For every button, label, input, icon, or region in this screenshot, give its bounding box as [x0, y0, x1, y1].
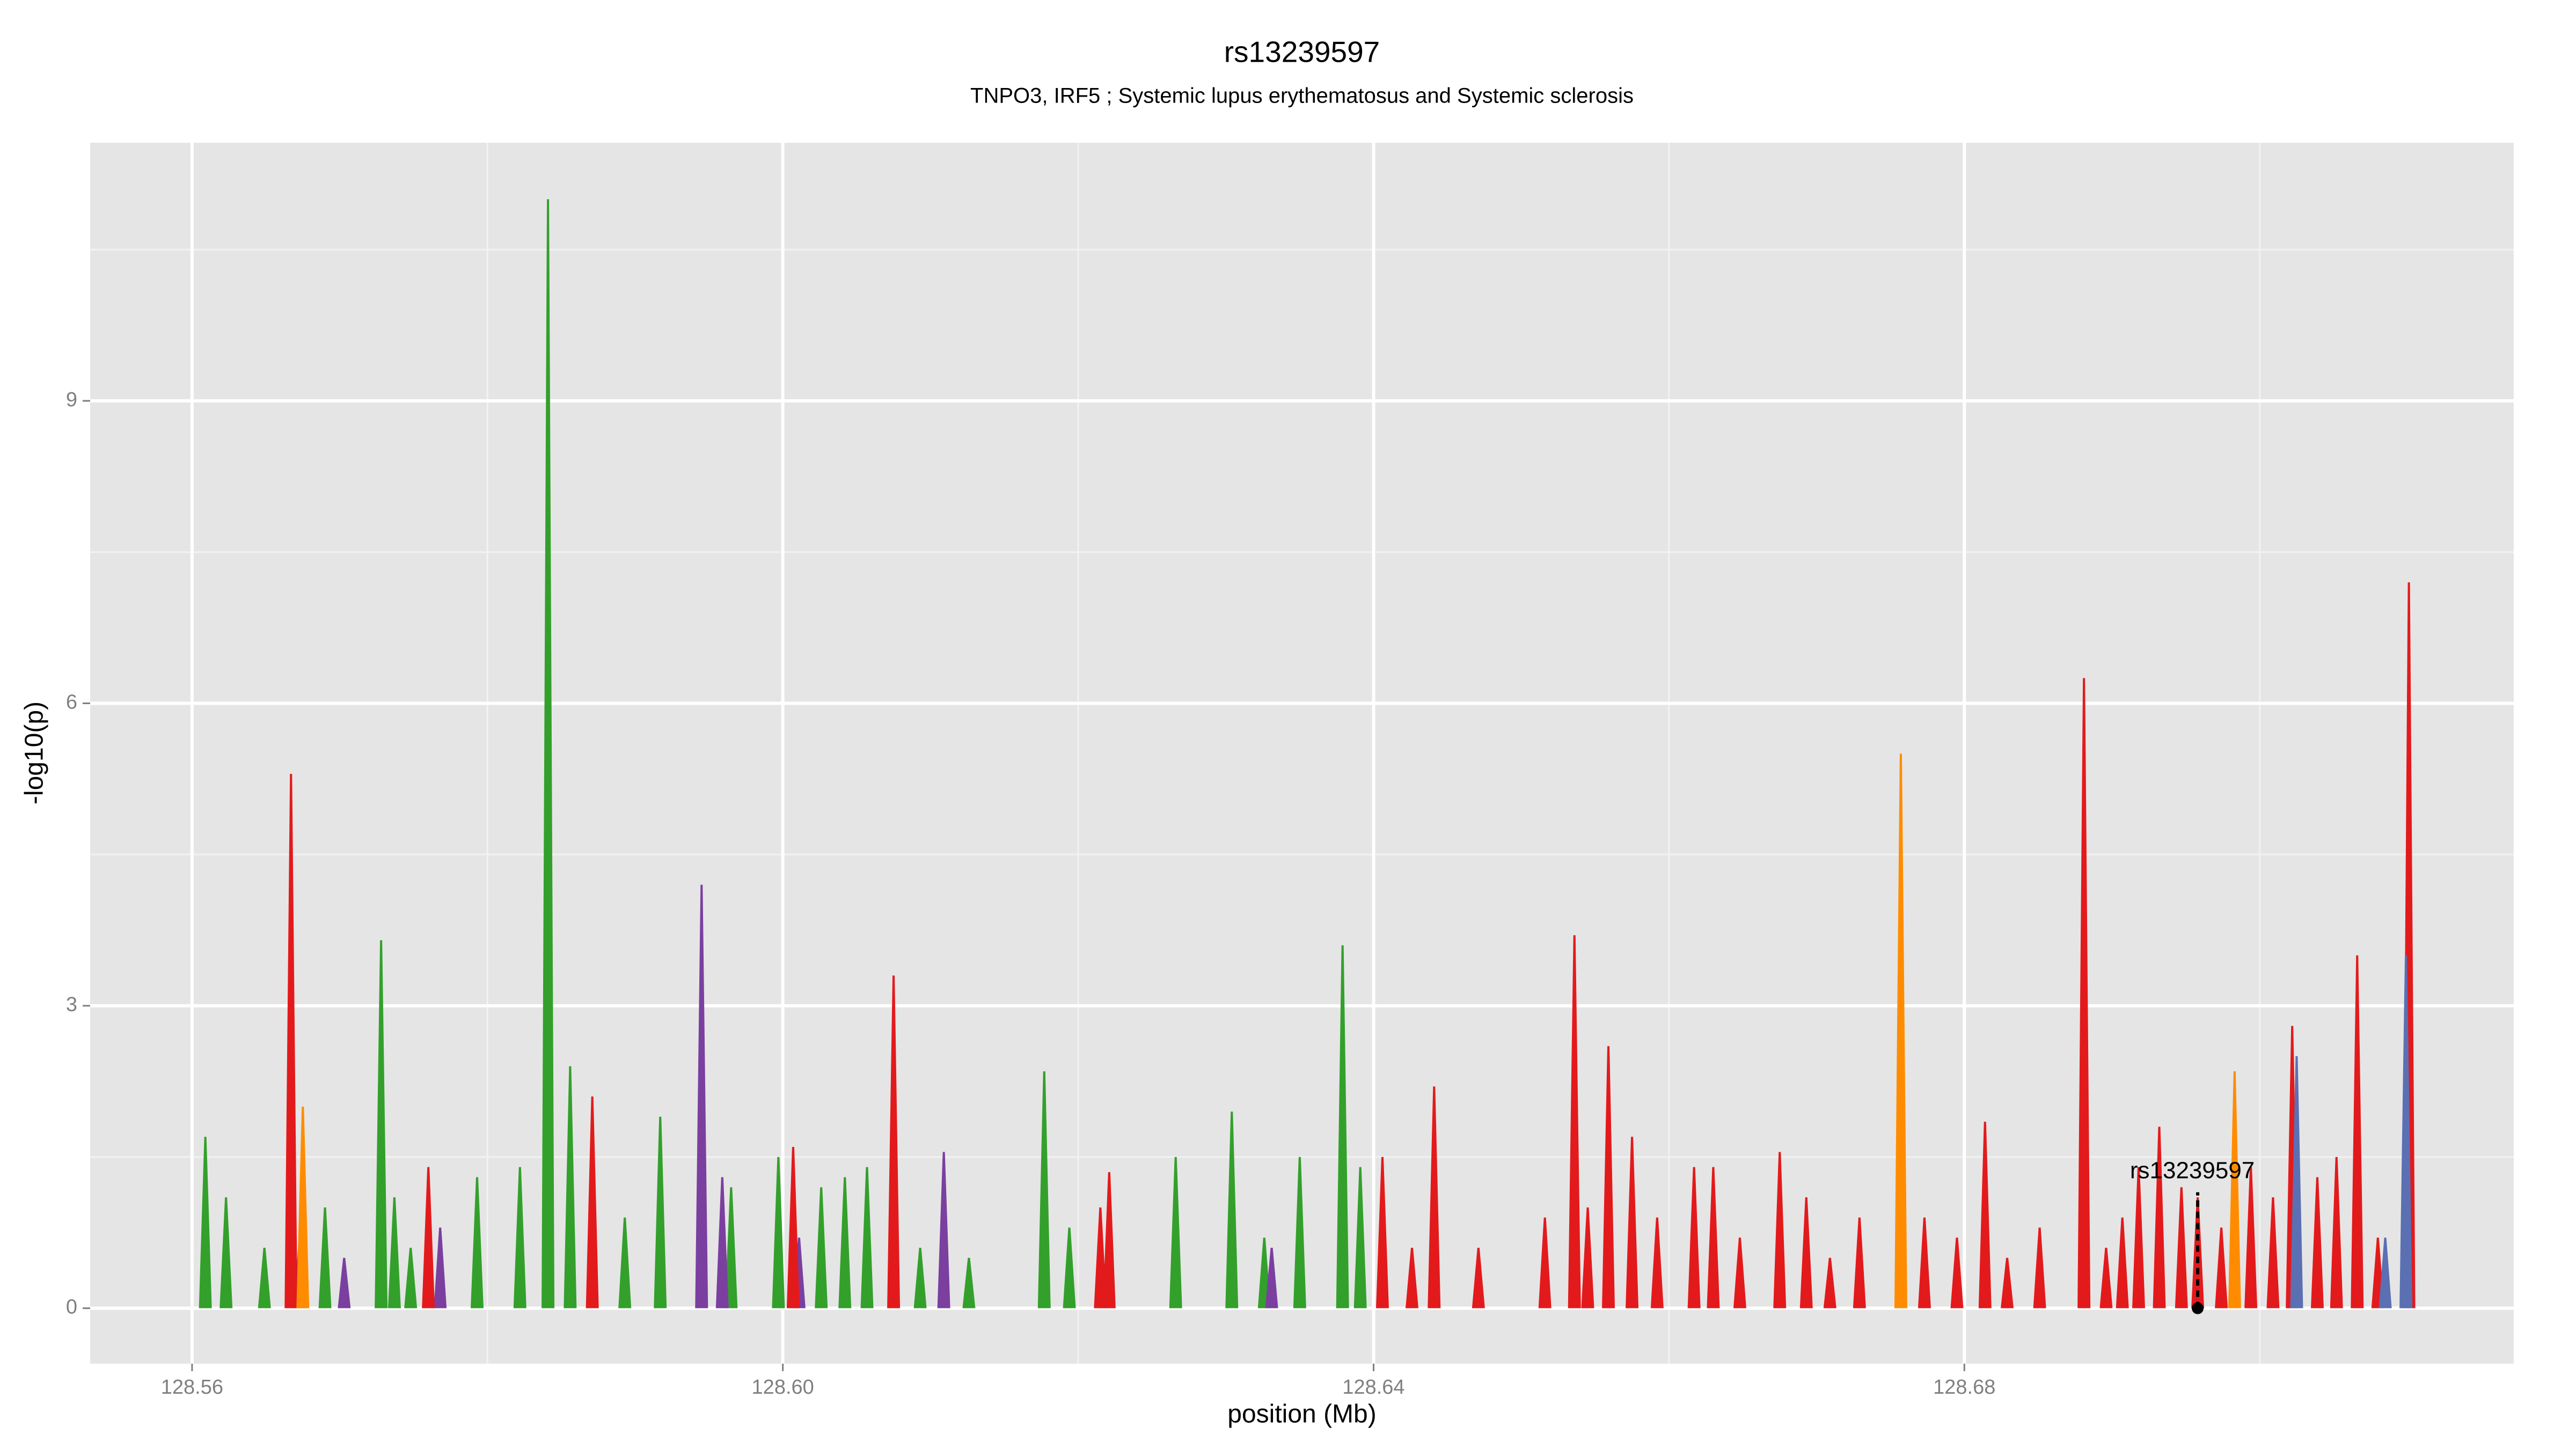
spike: [887, 975, 901, 1308]
spike: [2399, 955, 2413, 1308]
spike: [913, 1247, 927, 1308]
spike: [860, 1167, 874, 1308]
spike: [1650, 1217, 1664, 1308]
spike: [1626, 1137, 1639, 1308]
spike: [199, 1137, 212, 1308]
spike: [2379, 1238, 2392, 1308]
spike: [1978, 1122, 1992, 1308]
annotation-label: rs13239597: [2130, 1158, 2255, 1184]
spike: [1581, 1207, 1594, 1308]
spike: [1799, 1197, 1813, 1308]
spike: [387, 1197, 401, 1308]
spike: [1094, 1207, 1107, 1308]
spike: [1102, 1172, 1116, 1308]
chart-title: rs13239597: [1224, 35, 1380, 69]
spike: [2330, 1157, 2343, 1308]
spike: [2191, 1197, 2205, 1308]
spike: [2116, 1217, 2129, 1308]
spike: [2132, 1167, 2145, 1308]
spike: [838, 1177, 852, 1308]
spike: [1336, 945, 1349, 1308]
spike: [1353, 1167, 1367, 1308]
spike: [2244, 1167, 2258, 1308]
spike: [2351, 955, 2364, 1308]
spike: [1169, 1157, 1182, 1308]
spike: [1293, 1157, 1306, 1308]
x-tick-label: 128.60: [752, 1376, 814, 1399]
spike: [1538, 1217, 1552, 1308]
spike: [1918, 1217, 1931, 1308]
spike: [962, 1257, 976, 1308]
y-tick-label: 3: [66, 993, 77, 1016]
spike: [2310, 1177, 2324, 1308]
spike: [786, 1147, 800, 1308]
spike: [1853, 1217, 1866, 1308]
spike: [375, 940, 388, 1308]
spike: [2033, 1227, 2046, 1308]
y-tick-label: 0: [66, 1296, 77, 1319]
spike: [815, 1187, 828, 1308]
spike: [1037, 1071, 1051, 1308]
spike: [2153, 1126, 2166, 1308]
spike: [471, 1177, 484, 1308]
x-tick-label: 128.64: [1342, 1376, 1404, 1399]
spike: [2215, 1227, 2228, 1308]
spike: [937, 1152, 950, 1308]
chart-subtitle: TNPO3, IRF5 ; Systemic lupus erythematos…: [970, 84, 1634, 108]
spike: [258, 1247, 271, 1308]
spike: [1950, 1238, 1964, 1308]
spike: [338, 1257, 351, 1308]
spike: [541, 199, 555, 1308]
spike: [654, 1116, 667, 1308]
spike: [1773, 1152, 1787, 1308]
spike: [1428, 1086, 1441, 1308]
spike: [2290, 1056, 2303, 1308]
x-tick-label: 128.56: [161, 1376, 223, 1399]
spike: [1707, 1167, 1720, 1308]
spike: [1375, 1157, 1389, 1308]
spike: [2175, 1187, 2188, 1308]
spike: [2099, 1247, 2113, 1308]
y-axis-title: -log10(p): [20, 701, 49, 804]
spike: [422, 1167, 435, 1308]
spike: [1823, 1257, 1836, 1308]
x-axis-title: position (Mb): [1227, 1400, 1376, 1429]
spike: [715, 1177, 729, 1308]
spike: [1406, 1247, 1419, 1308]
spike: [2266, 1197, 2280, 1308]
spike: [1894, 753, 1907, 1308]
spike: [1687, 1167, 1701, 1308]
spike: [618, 1217, 632, 1308]
spike: [1225, 1111, 1239, 1308]
spike: [1733, 1238, 1746, 1308]
spike: [1602, 1046, 1615, 1308]
y-tick-label: 6: [66, 691, 77, 714]
spike: [2228, 1071, 2241, 1308]
spike: [513, 1167, 526, 1308]
x-tick-label: 128.68: [1933, 1376, 1995, 1399]
panel: [90, 143, 2514, 1364]
spike: [586, 1096, 599, 1308]
spike: [318, 1207, 332, 1308]
marks: [199, 199, 2416, 1308]
spike: [772, 1157, 785, 1308]
spike: [434, 1227, 447, 1308]
y-tick-label: 9: [66, 389, 77, 411]
spike: [695, 884, 708, 1308]
spike: [219, 1197, 233, 1308]
spike: [284, 774, 298, 1308]
spike: [1568, 935, 1581, 1308]
spike: [2001, 1257, 2014, 1308]
spike: [2077, 678, 2091, 1308]
annotation-point: [2192, 1302, 2204, 1314]
spike: [404, 1247, 418, 1308]
spike: [564, 1066, 577, 1308]
spike: [1063, 1227, 1076, 1308]
grid: [90, 143, 2514, 1364]
spike: [724, 1187, 738, 1308]
spike: [1472, 1247, 1485, 1308]
spike: [296, 1106, 310, 1308]
spike: [1265, 1247, 1278, 1308]
